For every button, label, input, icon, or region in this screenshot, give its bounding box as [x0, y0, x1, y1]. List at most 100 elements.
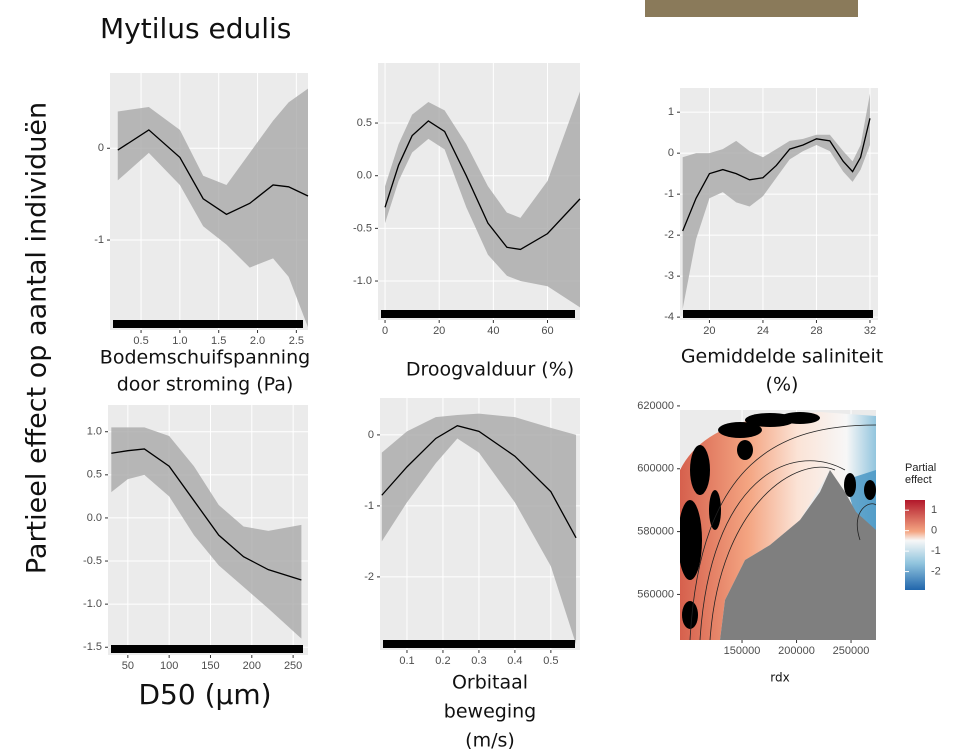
- x-axis-label: Droogvalduur (%): [406, 359, 574, 381]
- x-tick-label: 0.5: [543, 655, 558, 667]
- y-tick-label: -0.5: [83, 555, 102, 567]
- y-tick-label: -1.0: [83, 598, 102, 610]
- y-tick-label: 0: [668, 147, 674, 159]
- observation-cluster: [718, 422, 762, 438]
- x-tick-label: 0: [382, 325, 388, 337]
- observation-cluster: [690, 445, 710, 495]
- y-tick-label: 0.5: [87, 469, 102, 481]
- x-tick-label: 40: [487, 325, 499, 337]
- x-axis-label: D50 (µm): [138, 678, 271, 711]
- x-tick-label: 200000: [778, 645, 815, 657]
- x-tick-label: 250: [284, 660, 302, 672]
- confidence-band: [111, 427, 302, 639]
- legend-title: effect: [905, 474, 932, 486]
- confidence-band: [381, 413, 577, 645]
- x-tick-label: 250000: [833, 645, 870, 657]
- x-tick-label: 24: [757, 325, 769, 337]
- x-tick-label: 60: [541, 325, 553, 337]
- photo-fragment: [645, 0, 858, 17]
- x-tick-label: 20: [703, 325, 715, 337]
- y-tick-label: -1: [664, 188, 674, 200]
- x-tick-label: 0.4: [507, 655, 522, 667]
- y-tick-label: 620000: [637, 400, 674, 412]
- y-tick-label: 0.0: [87, 512, 102, 524]
- rug: [111, 645, 303, 653]
- y-tick-label: 600000: [637, 463, 674, 475]
- x-axis-label: rdx: [770, 671, 789, 685]
- observation-cluster: [682, 601, 698, 629]
- rug: [381, 310, 575, 318]
- y-tick-label: -4: [664, 311, 674, 323]
- y-tick-label: -0.5: [353, 222, 372, 234]
- x-tick-label: 0.2: [435, 655, 450, 667]
- colorbar: [905, 500, 925, 590]
- confidence-band: [385, 91, 580, 308]
- y-tick-label: -3: [664, 270, 674, 282]
- rug: [383, 640, 575, 648]
- masked-area: [720, 470, 876, 640]
- observation-cluster: [737, 440, 753, 460]
- y-tick-label: 0: [368, 429, 374, 441]
- y-tick-label: 1.0: [87, 426, 102, 438]
- colorbar-label: 1: [931, 504, 937, 516]
- x-tick-label: 200: [243, 660, 261, 672]
- y-tick-label: -2: [664, 229, 674, 241]
- contour-line: [857, 503, 876, 541]
- y-tick-label: -1: [94, 234, 104, 246]
- y-tick-label: -2: [364, 571, 374, 583]
- y-tick-label: -1: [364, 500, 374, 512]
- observation-cluster: [844, 473, 856, 497]
- x-tick-label: 2.5: [289, 335, 304, 347]
- y-tick-label: 580000: [637, 526, 674, 538]
- fit-line: [111, 448, 302, 581]
- fit-line: [384, 120, 581, 251]
- x-tick-label: 1.5: [211, 335, 226, 347]
- x-tick-label: 1.0: [172, 335, 187, 347]
- y-tick-label: 0.0: [357, 170, 372, 182]
- x-axis-label: Bodemschuifspanning: [100, 347, 310, 369]
- y-tick-label: 0: [98, 142, 104, 154]
- x-axis-label: (%): [766, 374, 799, 396]
- x-axis-label: door stroming (Pa): [117, 374, 294, 396]
- observation-cluster: [680, 500, 702, 580]
- observation-cluster: [709, 490, 721, 530]
- x-tick-label: 32: [864, 325, 876, 337]
- observation-cluster: [780, 412, 820, 424]
- observation-cluster: [864, 480, 876, 500]
- y-tick-label: -1.5: [83, 641, 102, 653]
- x-tick-label: 0.1: [399, 655, 414, 667]
- x-tick-label: 2.0: [250, 335, 265, 347]
- rug: [683, 310, 873, 318]
- y-tick-label: 560000: [637, 588, 674, 600]
- x-tick-label: 100: [160, 660, 178, 672]
- x-tick-label: 0.5: [133, 335, 148, 347]
- x-tick-label: 150000: [724, 645, 761, 657]
- y-tick-label: -1.0: [353, 275, 372, 287]
- plot-background: [680, 88, 878, 320]
- legend-title: Partial: [905, 462, 936, 474]
- y-tick-label: 0.5: [357, 117, 372, 129]
- fit-line: [682, 118, 871, 232]
- x-axis-label: beweging: [444, 701, 536, 723]
- figure-title: Mytilus edulis: [100, 12, 291, 45]
- y-axis-label: Partieel effect op aantal individuën: [22, 102, 53, 574]
- confidence-band: [117, 88, 308, 328]
- colorbar-label: 0: [931, 525, 937, 537]
- contour-line: [709, 466, 836, 640]
- x-tick-label: 28: [810, 325, 822, 337]
- effect-surface: [680, 412, 876, 640]
- map-surface: [680, 412, 876, 640]
- contour-line: [689, 424, 876, 640]
- fit-line: [117, 129, 309, 216]
- fit-line: [381, 424, 577, 539]
- colorbar-label: -1: [931, 545, 941, 557]
- colorbar-label: -2: [931, 565, 941, 577]
- contour-line: [699, 460, 846, 640]
- x-tick-label: 0.3: [471, 655, 486, 667]
- rug: [113, 320, 303, 328]
- x-axis-label: (m/s): [465, 730, 515, 749]
- x-tick-label: 150: [201, 660, 219, 672]
- confidence-band: [682, 93, 870, 309]
- y-tick-label: 1: [668, 106, 674, 118]
